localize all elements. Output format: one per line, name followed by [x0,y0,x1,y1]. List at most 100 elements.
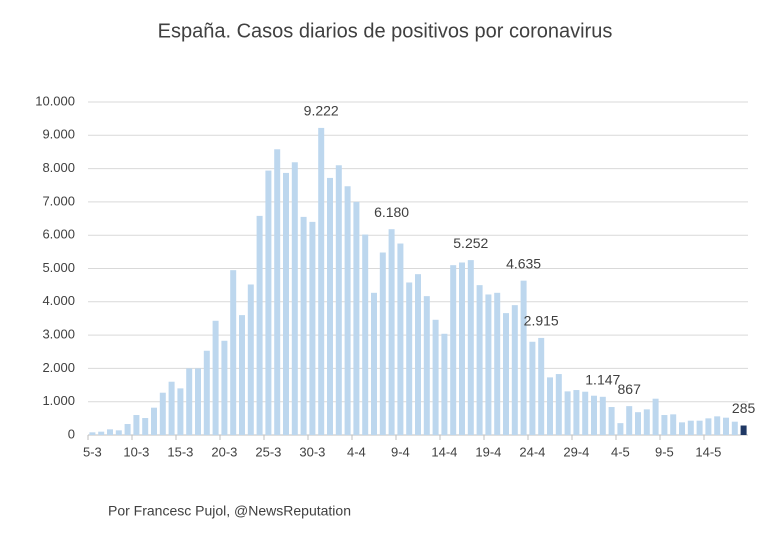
chart-title: España. Casos diarios de positivos por c… [158,20,613,42]
bar [679,422,685,435]
value-label: 2.915 [524,313,559,329]
bar [723,417,729,435]
bar [159,392,166,435]
bar [230,270,237,435]
bar [335,165,342,435]
y-tick-label: 3.000 [42,327,75,342]
bar [415,274,421,435]
bar [89,432,96,435]
bar [274,149,281,435]
y-tick-label: 7.000 [42,193,75,208]
bar [547,377,553,435]
bar [538,337,545,435]
bar [441,333,448,435]
bar [98,431,105,435]
bar [670,414,677,435]
bar [459,262,465,435]
bar [573,390,580,435]
bar [432,319,439,435]
value-label: 4.635 [506,255,541,271]
bar [520,280,527,435]
bar [714,416,721,435]
bar [212,320,219,435]
bar [379,252,386,435]
bar [696,420,703,435]
bar [705,418,712,435]
bar [608,407,615,435]
x-tick-label: 19-4 [475,444,501,459]
bar [476,285,483,435]
x-tick-label: 14-4 [431,444,457,459]
x-tick-label: 30-3 [299,444,325,459]
bar [362,234,369,435]
bar [168,381,175,435]
bar [151,407,157,435]
bar [529,341,536,435]
bar [582,391,589,435]
value-label: 6.180 [374,204,409,220]
bar [133,415,140,435]
bar [555,374,562,435]
bar [115,430,122,435]
bar [309,221,316,435]
bar [635,412,641,435]
bar [107,429,113,435]
bar [142,418,149,435]
bar [353,201,360,435]
x-tick-label: 29-4 [563,444,589,459]
y-tick-label: 1.000 [42,393,75,408]
bar [450,265,457,435]
bar [195,368,201,435]
x-tick-label: 9-5 [655,444,674,459]
bar [283,172,289,435]
x-tick-label: 9-4 [391,444,410,459]
bar [643,409,650,435]
bar [687,420,694,435]
value-label: 9.222 [304,103,339,119]
x-tick-label: 15-3 [167,444,193,459]
y-tick-label: 10.000 [35,93,75,108]
bar [423,296,430,435]
bar [467,260,474,435]
bar [731,421,738,435]
value-label: 1.147 [585,372,620,388]
bar [124,424,131,435]
bar [599,396,606,435]
bar [300,216,307,435]
x-tick-label: 20-3 [211,444,237,459]
bar [177,388,184,435]
value-label: 867 [618,381,642,397]
bar [256,215,263,435]
x-tick-label: 4-5 [611,444,630,459]
x-tick-label: 25-3 [255,444,281,459]
bar [511,305,518,435]
y-tick-label: 2.000 [42,360,75,375]
y-tick-label: 5.000 [42,260,75,275]
y-tick-label: 8.000 [42,160,75,175]
bar [247,284,254,435]
bar [239,315,245,435]
x-tick-label: 10-3 [123,444,149,459]
value-label: 285 [732,400,756,416]
y-tick-label: 0 [68,426,75,441]
y-tick-label: 6.000 [42,227,75,242]
bar [591,395,597,435]
y-tick-label: 9.000 [42,127,75,142]
x-tick-label: 14-5 [695,444,721,459]
bar [327,177,333,435]
bar [371,292,377,435]
bar [291,162,298,435]
y-tick-label: 4.000 [42,293,75,308]
bar [626,406,633,435]
x-tick-label: 4-4 [347,444,366,459]
bar [564,391,571,435]
bar [406,282,413,435]
bar [617,423,624,435]
bar [265,170,272,435]
bar [186,368,193,435]
bar [652,398,659,435]
bar [344,186,351,435]
source: Por Francesc Pujol, @NewsReputation [108,503,351,519]
bar [661,415,668,435]
